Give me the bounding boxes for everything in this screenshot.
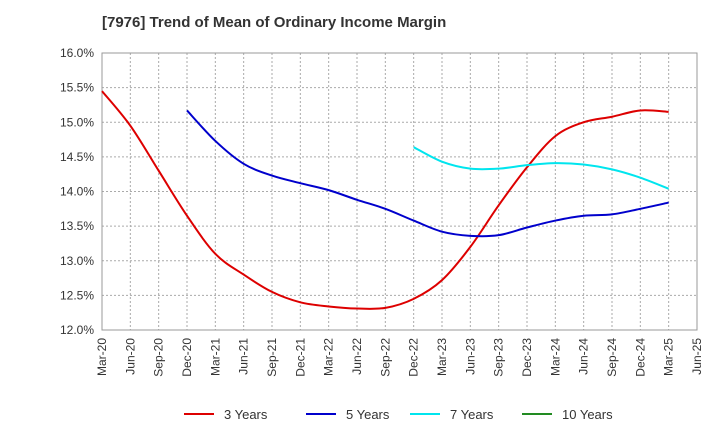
y-tick-label: 15.5% (60, 81, 94, 95)
y-axis-tick-labels: 12.0% 12.5% 13.0% 13.5% 14.0% 14.5% 15.0% 15.5%… (60, 46, 94, 337)
series-line-3-years (101, 90, 669, 310)
x-tick-label: Mar-22 (322, 338, 336, 376)
x-tick-label: Jun-23 (463, 338, 477, 375)
legend: 3 Years 5 Years 7 Years 10 Years (184, 407, 613, 422)
chart-title: [7976] Trend of Mean of Ordinary Income … (102, 14, 447, 31)
x-tick-label: Dec-24 (633, 338, 647, 377)
series-line-7-years (413, 146, 670, 190)
x-tick-label: Dec-20 (180, 338, 194, 377)
x-tick-label: Jun-25 (690, 338, 704, 375)
x-tick-label: Sep-23 (492, 338, 506, 377)
y-tick-label: 14.5% (60, 150, 94, 164)
x-tick-label: Mar-20 (95, 338, 109, 376)
x-tick-label: Mar-25 (662, 338, 676, 376)
y-tick-label: 13.5% (60, 219, 94, 233)
x-tick-label: Dec-21 (293, 338, 307, 377)
x-tick-label: Jun-22 (350, 338, 364, 375)
y-tick-label: 15.0% (60, 115, 94, 129)
plot-area-border (101, 52, 698, 331)
x-axis-tick-labels: Mar-20 Jun-20 Sep-20 Dec-20 Mar-21 Jun-21 Sep-… (95, 338, 704, 377)
x-tick-label: Sep-22 (378, 338, 392, 377)
legend-label-3-years: 3 Years (224, 407, 268, 422)
x-tick-label: Sep-21 (265, 338, 279, 377)
x-tick-label: Dec-23 (520, 338, 534, 377)
x-tick-label: Jun-20 (123, 338, 137, 375)
y-tick-label: 14.0% (60, 185, 94, 199)
series-lines (101, 90, 670, 310)
y-tick-label: 16.0% (60, 46, 94, 60)
x-tick-label: Jun-21 (237, 338, 251, 375)
x-tick-label: Mar-21 (208, 338, 222, 376)
x-tick-label: Sep-24 (605, 338, 619, 377)
legend-label-5-years: 5 Years (346, 407, 390, 422)
legend-label-10-years: 10 Years (562, 407, 613, 422)
y-tick-label: 13.0% (60, 254, 94, 268)
x-tick-label: Jun-24 (577, 338, 591, 375)
x-tick-label: Mar-23 (435, 338, 449, 376)
legend-label-7-years: 7 Years (450, 407, 494, 422)
grid-lines (102, 53, 697, 330)
x-tick-label: Dec-22 (407, 338, 421, 377)
x-tick-label: Sep-20 (152, 338, 166, 377)
x-tick-label: Mar-24 (548, 338, 562, 376)
y-tick-label: 12.5% (60, 288, 94, 302)
y-tick-label: 12.0% (60, 323, 94, 337)
series-line-5-years (186, 109, 669, 238)
